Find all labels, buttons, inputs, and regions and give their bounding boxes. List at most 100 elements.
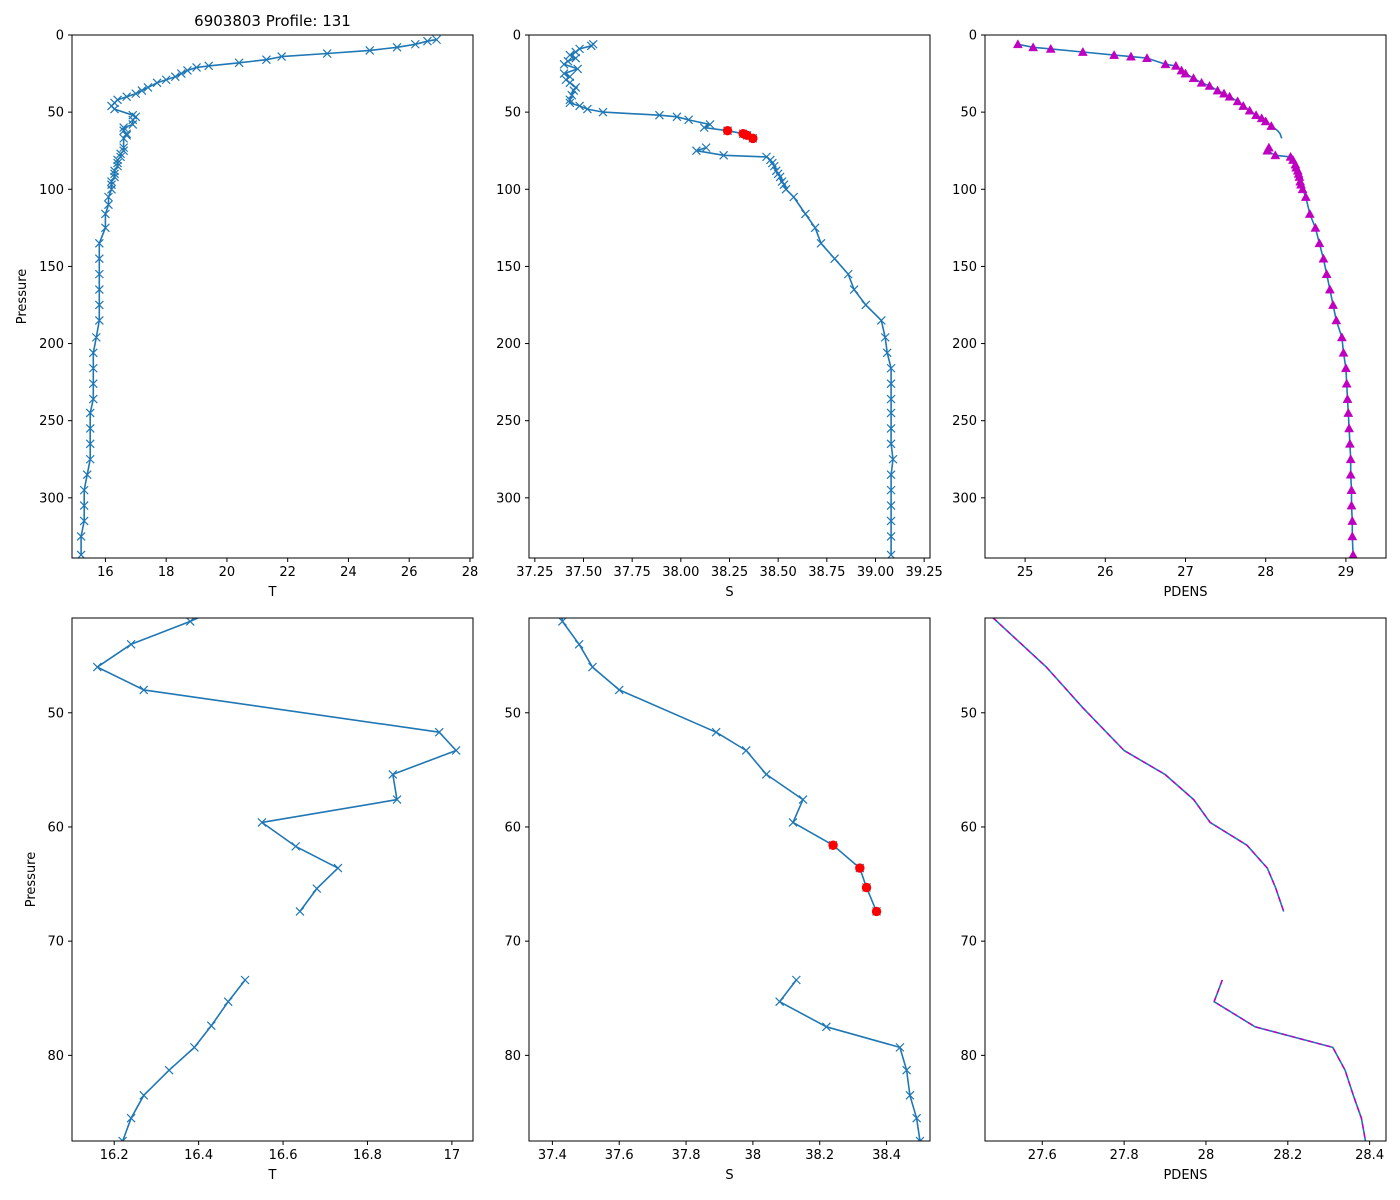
x-marker [94,315,104,325]
x-marker [110,169,119,179]
x-marker [571,53,581,63]
x-marker [575,101,585,111]
x-marker [365,46,375,55]
x-marker [672,112,682,122]
x-marker [810,223,820,233]
x-marker [886,470,896,480]
x-marker [91,332,101,342]
x-tick-label: 37.50 [565,565,602,580]
x-tick-label: 16.6 [269,1148,298,1163]
series-line [561,618,878,912]
panel-top_T: 16 18 20 22 24 26 28 0 50 100 150 200 250 300 T Pressur… [15,12,478,600]
x-marker [118,1136,128,1141]
x-marker [451,746,461,755]
x-axis-label: PDENS [1163,585,1207,600]
x-marker [800,209,810,219]
x-marker [333,863,343,873]
x-marker [128,120,138,129]
triangle-marker [1314,238,1325,248]
x-marker [775,172,785,182]
triangle-marker [1212,85,1223,95]
series-line [1213,979,1367,1141]
x-tick-label: 29 [1338,565,1355,580]
y-tick-label: 70 [47,935,64,950]
x-marker [94,285,104,294]
plot-area [1012,39,1358,558]
x-marker [107,177,116,186]
x-tick-label: 16.2 [100,1148,129,1163]
triangle-marker [1345,469,1356,479]
y-tick-label: 60 [960,820,977,835]
x-marker [573,64,583,74]
x-axis-label: T [268,1168,277,1183]
x-marker [116,149,126,159]
x-marker [882,348,892,358]
y-axis-label: Pressure [24,852,39,908]
x-marker [888,454,898,464]
triangle-marker [1262,145,1273,155]
x-marker [741,746,751,755]
x-tick-label: 38 [745,1148,762,1163]
x-tick-label: 37.4 [538,1148,567,1163]
x-marker [392,42,402,52]
triangle-marker [1180,68,1191,78]
x-marker [312,884,322,894]
x-marker [94,300,104,310]
x-marker [886,516,896,526]
x-marker [277,52,287,62]
x-marker [161,75,171,85]
triangle-marker [1077,46,1088,56]
x-marker [559,59,569,69]
axes-frame [71,617,474,1142]
x-tick-label: 39.25 [906,565,943,580]
x-marker [701,143,711,153]
x-tick-label: 38.2 [805,1148,834,1163]
x-marker [113,158,122,168]
panel-bot_PDENS: 27.6 27.8 28 28.2 28.4 50 60 70 80 PDENS [960,617,1387,1183]
x-marker [119,143,129,153]
triangle-marker [1344,423,1355,433]
x-marker [79,501,89,510]
x-tick-label: 26 [1097,565,1114,580]
triangle-marker [1126,51,1136,61]
x-marker [204,61,214,71]
x-marker [886,423,896,433]
x-marker [798,795,808,804]
x-marker [711,727,721,737]
x-marker [849,285,859,294]
x-marker [699,123,709,132]
y-tick-label: 80 [504,1049,521,1064]
x-marker [781,184,791,194]
triangle-marker [1331,315,1342,325]
triangle-marker [1344,438,1355,448]
x-marker [588,662,597,672]
x-marker [322,49,332,58]
x-marker [895,1042,905,1052]
axes-frame [984,617,1387,1142]
triangle-marker [1204,80,1215,90]
x-marker [110,104,119,114]
y-tick-label: 150 [496,260,521,275]
x-marker [104,200,113,210]
x-marker [92,662,102,672]
x-tick-label: 28.2 [1273,1148,1302,1163]
triangle-marker [1342,394,1353,403]
x-marker [100,209,110,219]
x-marker [88,394,98,404]
x-marker [434,727,444,737]
x-marker [152,78,162,88]
triangle-marker [1028,42,1039,52]
triangle-marker [1266,121,1277,130]
x-marker [143,83,153,92]
x-tick-label: 39.00 [857,565,894,580]
triangle-marker [1270,150,1281,160]
x-marker [719,150,729,160]
y-tick-label: 70 [504,935,521,950]
x-marker [905,1090,915,1100]
x-tick-label: 38.4 [872,1148,901,1163]
x-marker [886,363,896,373]
x-marker [104,192,113,202]
x-marker [886,379,896,389]
x-marker [392,795,402,804]
x-marker [94,254,104,264]
